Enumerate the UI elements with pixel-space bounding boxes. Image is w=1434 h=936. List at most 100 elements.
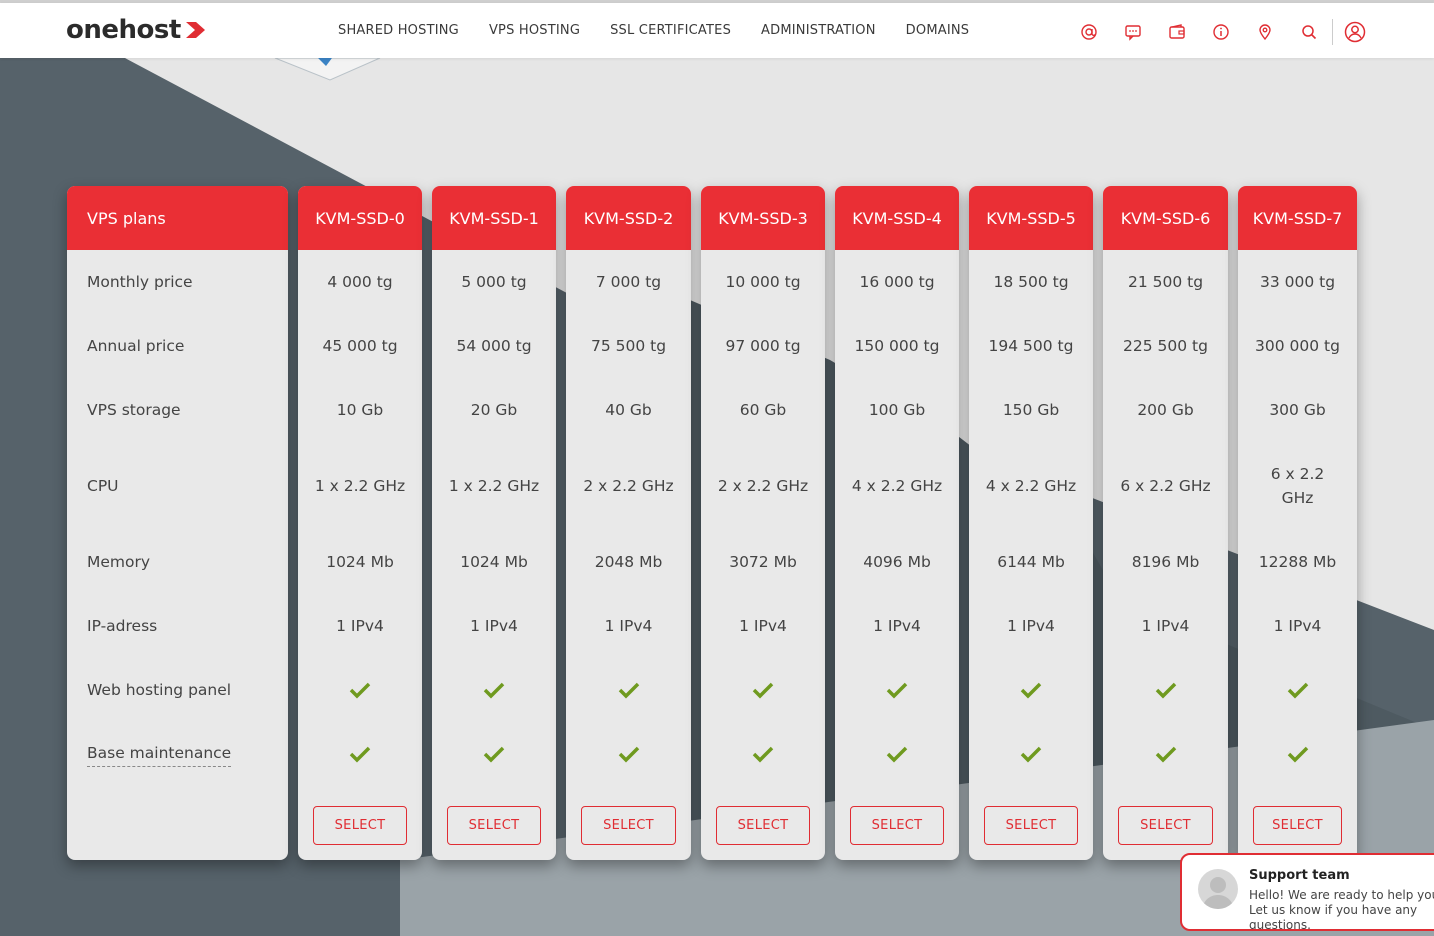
plan-name: KVM-SSD-5 [969,186,1093,250]
plan-cpu: 4 x 2.2 GHz [985,477,1077,495]
plan-storage: 20 Gb [470,401,518,419]
plan-memory: 1024 Mb [460,553,528,571]
chat-icon[interactable] [1122,21,1144,43]
select-button[interactable]: SELECT [1118,806,1213,845]
header-icons [1078,19,1389,45]
nav-administration[interactable]: ADMINISTRATION [761,23,876,38]
site-header: onehost SHARED HOSTING VPS HOSTING SSL C… [0,3,1434,58]
select-button[interactable]: SELECT [447,806,541,845]
maintenance-check [1238,722,1357,786]
web-panel-check [969,658,1093,722]
row-label-web-hosting-panel: Web hosting panel [87,681,232,699]
check-icon [1287,746,1308,763]
plan-column: KVM-SSD-0 4 000 tg 45 000 tg 10 Gb 1 x 2… [298,186,422,860]
main-nav: SHARED HOSTING VPS HOSTING SSL CERTIFICA… [338,23,999,38]
select-button[interactable]: SELECT [984,806,1078,845]
maintenance-check [1103,722,1228,786]
at-icon[interactable] [1078,21,1100,43]
plan-annual-price: 97 000 tg [725,337,801,355]
plan-annual-price: 54 000 tg [456,337,532,355]
plan-monthly-price: 33 000 tg [1259,273,1336,291]
plans-label-column: VPS plans Monthly price Annual price VPS… [67,186,288,860]
nav-shared-hosting[interactable]: SHARED HOSTING [338,23,459,38]
plan-name: KVM-SSD-0 [298,186,422,250]
nav-domains[interactable]: DOMAINS [905,23,970,38]
user-icon[interactable] [1343,20,1367,44]
plan-column: KVM-SSD-1 5 000 tg 54 000 tg 20 Gb 1 x 2… [432,186,556,860]
nav-vps-hosting[interactable]: VPS HOSTING [488,23,581,38]
check-icon [1155,746,1176,763]
row-label-memory: Memory [87,553,151,571]
check-icon [1287,682,1308,699]
support-title: Support team [1249,868,1350,883]
plan-monthly-price: 10 000 tg [725,273,801,291]
pricing-title: VPS plans [67,186,288,250]
plan-storage: 100 Gb [868,401,926,419]
select-button[interactable]: SELECT [581,806,676,845]
plan-storage: 300 Gb [1269,401,1326,419]
support-chat-widget[interactable]: Support team Hello! We are ready to help… [1180,853,1434,931]
row-label-monthly-price: Monthly price [87,273,193,291]
plan-memory: 4096 Mb [863,553,931,571]
plan-name: KVM-SSD-6 [1103,186,1228,250]
plan-storage: 150 Gb [1002,401,1060,419]
check-icon [1020,746,1042,763]
header-divider [1332,19,1333,45]
web-panel-check [701,658,825,722]
plan-storage: 10 Gb [336,401,384,419]
plan-memory: 6144 Mb [997,553,1065,571]
plan-monthly-price: 5 000 tg [461,273,527,291]
row-label-base-maintenance[interactable]: Base maintenance [67,722,288,786]
select-button[interactable]: SELECT [313,806,407,845]
web-panel-check [1103,658,1228,722]
select-button[interactable]: SELECT [850,806,944,845]
info-icon[interactable] [1210,21,1232,43]
wallet-icon[interactable] [1166,21,1188,43]
check-icon [483,746,505,763]
web-panel-check [298,658,422,722]
maintenance-check [701,722,825,786]
plan-annual-price: 75 500 tg [590,337,667,355]
web-panel-check [1238,658,1357,722]
plan-cpu: 6 x 2.2 GHz [1120,477,1211,495]
plan-cpu: 4 x 2.2 GHz [851,477,943,495]
nav-ssl-certificates[interactable]: SSL CERTIFICATES [610,23,732,38]
plan-cpu: 2 x 2.2 GHz [583,477,674,495]
plan-ip: 1 IPv4 [1141,617,1190,635]
plan-column: KVM-SSD-5 18 500 tg 194 500 tg 150 Gb 4 … [969,186,1093,860]
search-icon[interactable] [1298,21,1320,43]
logo[interactable]: onehost [66,15,206,45]
row-label-cpu: CPU [87,477,119,495]
maintenance-check [432,722,556,786]
location-icon[interactable] [1254,21,1276,43]
support-avatar [1198,869,1238,909]
check-icon [349,682,371,699]
plan-name: KVM-SSD-4 [835,186,959,250]
row-label-annual-price: Annual price [87,337,185,355]
plan-ip: 1 IPv4 [873,617,921,635]
logo-text: onehost [66,15,181,45]
plan-memory: 1024 Mb [326,553,394,571]
check-icon [752,746,774,763]
plan-cpu: 1 x 2.2 GHz [314,477,406,495]
plan-storage: 40 Gb [605,401,652,419]
select-button[interactable]: SELECT [1253,806,1342,845]
plan-memory: 2048 Mb [594,553,663,571]
maintenance-check [969,722,1093,786]
web-panel-check [432,658,556,722]
maintenance-check [298,722,422,786]
plan-monthly-price: 18 500 tg [993,273,1069,291]
plan-annual-price: 150 000 tg [854,337,940,355]
plan-annual-price: 194 500 tg [988,337,1074,355]
plan-annual-price: 45 000 tg [322,337,398,355]
plan-annual-price: 300 000 tg [1255,337,1340,355]
logo-arrow-icon [185,22,205,38]
select-button[interactable]: SELECT [716,806,810,845]
plan-storage: 60 Gb [739,401,787,419]
plan-storage: 200 Gb [1137,401,1194,419]
plan-memory: 12288 Mb [1258,553,1337,571]
check-icon [886,746,908,763]
row-label-vps-storage: VPS storage [87,401,181,419]
plan-monthly-price: 4 000 tg [327,273,393,291]
plan-ip: 1 IPv4 [1007,617,1055,635]
